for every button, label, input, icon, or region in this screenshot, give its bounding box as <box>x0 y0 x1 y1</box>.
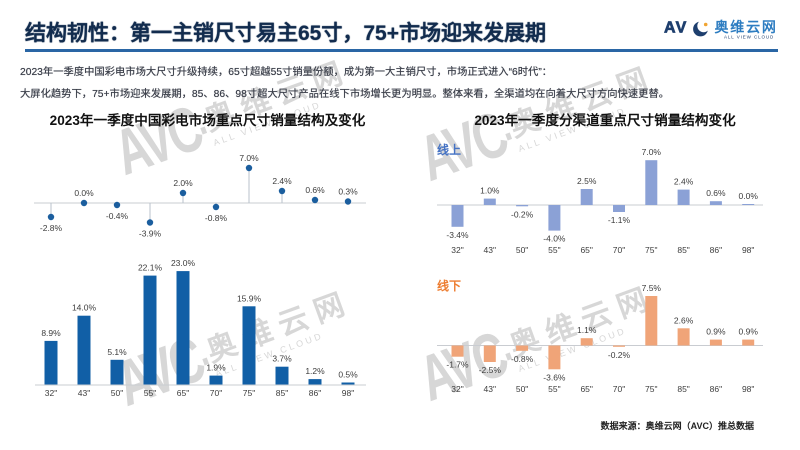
svg-text:70": 70" <box>613 245 625 255</box>
svg-text:98": 98" <box>342 388 354 398</box>
svg-text:-3.6%: -3.6% <box>543 372 566 382</box>
svg-text:85": 85" <box>677 384 689 394</box>
svg-text:-0.2%: -0.2% <box>511 209 534 219</box>
svg-text:3.7%: 3.7% <box>272 354 292 364</box>
svg-text:-1.1%: -1.1% <box>608 215 631 225</box>
svg-text:43": 43" <box>484 245 496 255</box>
svg-text:2.6%: 2.6% <box>674 315 694 325</box>
svg-text:86": 86" <box>710 384 722 394</box>
svg-text:86": 86" <box>710 245 722 255</box>
svg-text:85": 85" <box>276 388 288 398</box>
svg-text:65": 65" <box>580 245 592 255</box>
svg-text:-0.2%: -0.2% <box>608 350 631 360</box>
svg-text:65": 65" <box>177 388 189 398</box>
svg-text:8.9%: 8.9% <box>41 328 61 338</box>
svg-text:55": 55" <box>548 384 560 394</box>
svg-text:14.0%: 14.0% <box>72 303 97 313</box>
svg-text:32": 32" <box>45 388 57 398</box>
svg-text:-3.9%: -3.9% <box>139 229 162 239</box>
svg-text:0.9%: 0.9% <box>739 327 759 337</box>
svg-text:32": 32" <box>451 245 463 255</box>
svg-text:-3.4%: -3.4% <box>446 230 469 240</box>
svg-text:55": 55" <box>144 388 156 398</box>
svg-text:ALL VIEW CLOUD: ALL VIEW CLOUD <box>724 35 774 40</box>
svg-text:50": 50" <box>516 245 528 255</box>
svg-text:70": 70" <box>613 384 625 394</box>
svg-text:2023年一季度中国彩电市场重点尺寸销量结构及变化: 2023年一季度中国彩电市场重点尺寸销量结构及变化 <box>50 112 366 128</box>
svg-text:0.0%: 0.0% <box>74 188 94 198</box>
svg-text:86": 86" <box>309 388 321 398</box>
svg-text:2.4%: 2.4% <box>272 176 292 186</box>
svg-text:0.3%: 0.3% <box>338 187 358 197</box>
svg-text:98": 98" <box>742 384 754 394</box>
svg-text:22.1%: 22.1% <box>138 263 163 273</box>
svg-text:0.0%: 0.0% <box>739 191 759 201</box>
svg-text:-0.8%: -0.8% <box>511 354 534 364</box>
svg-text:0.6%: 0.6% <box>305 185 325 195</box>
svg-text:50": 50" <box>516 384 528 394</box>
svg-text:2.4%: 2.4% <box>674 177 694 187</box>
svg-text:0.5%: 0.5% <box>338 370 358 380</box>
svg-text:5.1%: 5.1% <box>107 347 127 357</box>
svg-text:-0.8%: -0.8% <box>205 213 228 223</box>
svg-text:50": 50" <box>111 388 123 398</box>
svg-text:98": 98" <box>742 245 754 255</box>
svg-text:43": 43" <box>484 384 496 394</box>
svg-text:线上: 线上 <box>437 142 461 157</box>
svg-text:7.5%: 7.5% <box>642 283 662 293</box>
svg-text:75": 75" <box>645 245 657 255</box>
svg-text:75": 75" <box>645 384 657 394</box>
svg-text:0.6%: 0.6% <box>706 188 726 198</box>
svg-text:23.0%: 23.0% <box>171 258 196 268</box>
svg-text:55": 55" <box>548 245 560 255</box>
svg-text:65": 65" <box>580 384 592 394</box>
svg-text:85": 85" <box>677 245 689 255</box>
svg-text:1.2%: 1.2% <box>305 366 325 376</box>
svg-text:-2.8%: -2.8% <box>40 223 63 233</box>
svg-text:7.0%: 7.0% <box>239 153 259 163</box>
svg-text:70": 70" <box>210 388 222 398</box>
svg-text:75": 75" <box>243 388 255 398</box>
svg-text:-2.5%: -2.5% <box>479 365 502 375</box>
svg-text:7.0%: 7.0% <box>642 147 662 157</box>
svg-text:2.0%: 2.0% <box>173 178 193 188</box>
svg-text:-1.7%: -1.7% <box>446 360 469 370</box>
svg-text:32": 32" <box>451 384 463 394</box>
svg-text:奥维云网: 奥维云网 <box>715 19 778 35</box>
svg-text:2.5%: 2.5% <box>577 176 597 186</box>
svg-text:0.9%: 0.9% <box>706 327 726 337</box>
svg-text:1.1%: 1.1% <box>577 325 597 335</box>
svg-text:-4.0%: -4.0% <box>543 234 566 244</box>
svg-text:1.9%: 1.9% <box>206 363 226 373</box>
svg-text:15.9%: 15.9% <box>237 293 262 303</box>
svg-text:1.0%: 1.0% <box>480 186 500 196</box>
svg-text:43": 43" <box>78 388 90 398</box>
svg-text:AV: AV <box>664 20 687 37</box>
svg-text:线下: 线下 <box>437 278 461 293</box>
svg-text:-0.4%: -0.4% <box>106 211 129 221</box>
svg-text:2023年一季度分渠道重点尺寸销量结构变化: 2023年一季度分渠道重点尺寸销量结构变化 <box>474 112 736 128</box>
svg-text:数据来源：奥维云网（AVC）推总数据: 数据来源：奥维云网（AVC）推总数据 <box>601 420 754 431</box>
